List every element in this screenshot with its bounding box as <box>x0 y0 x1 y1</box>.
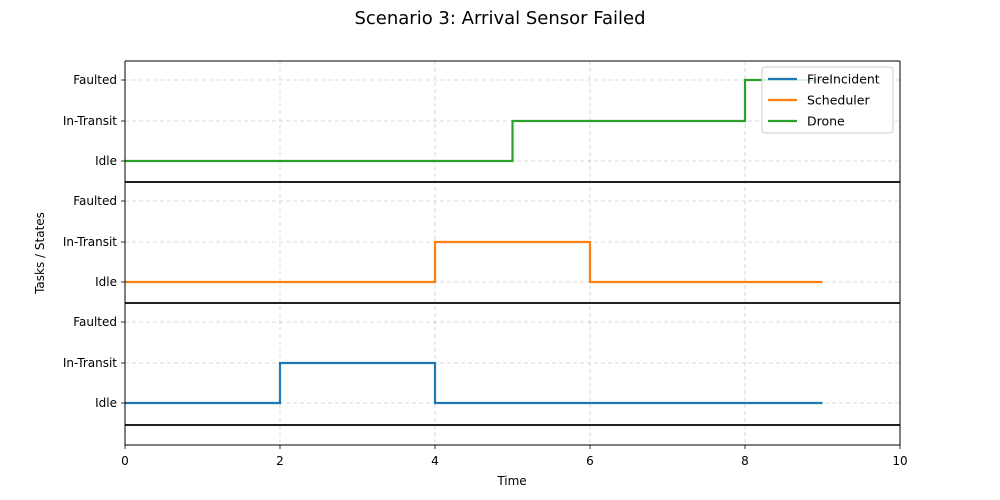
y-tick-label: Faulted <box>73 73 117 87</box>
y-tick-label: Faulted <box>73 194 117 208</box>
legend-label-drone: Drone <box>807 114 845 129</box>
x-tick-labels: 0 2 4 6 8 10 <box>121 454 907 468</box>
x-tick-label: 6 <box>586 454 594 468</box>
y-axis-label: Tasks / States <box>33 212 47 295</box>
y-tick-label: Idle <box>95 275 117 289</box>
series-layer <box>125 78 823 405</box>
x-axis-label: Time <box>496 474 526 488</box>
x-tick-label: 0 <box>121 454 129 468</box>
x-tick-label: 2 <box>276 454 284 468</box>
y-tick-label: Idle <box>95 396 117 410</box>
y-tick-label: Idle <box>95 154 117 168</box>
series-line-scheduler <box>125 240 823 284</box>
legend-label-fireincident: FireIncident <box>807 72 880 87</box>
legend-label-scheduler: Scheduler <box>807 93 870 108</box>
x-tick-label: 10 <box>892 454 907 468</box>
y-tick-label: In-Transit <box>63 356 117 370</box>
axes-layer <box>121 60 901 449</box>
y-tick-labels: Idle In-Transit Faulted Idle In-Transit Fault… <box>63 73 117 410</box>
chart-title: Scenario 3: Arrival Sensor Failed <box>354 8 645 29</box>
y-tick-label: Faulted <box>73 315 117 329</box>
y-tick-label: In-Transit <box>63 114 117 128</box>
series-line-drone <box>125 78 823 163</box>
y-tick-label: In-Transit <box>63 235 117 249</box>
legend: FireIncident Scheduler Drone <box>761 66 894 134</box>
x-tick-label: 4 <box>431 454 439 468</box>
series-line-fireincident <box>125 361 823 405</box>
legend-frame <box>761 66 894 134</box>
x-tick-label: 8 <box>741 454 749 468</box>
